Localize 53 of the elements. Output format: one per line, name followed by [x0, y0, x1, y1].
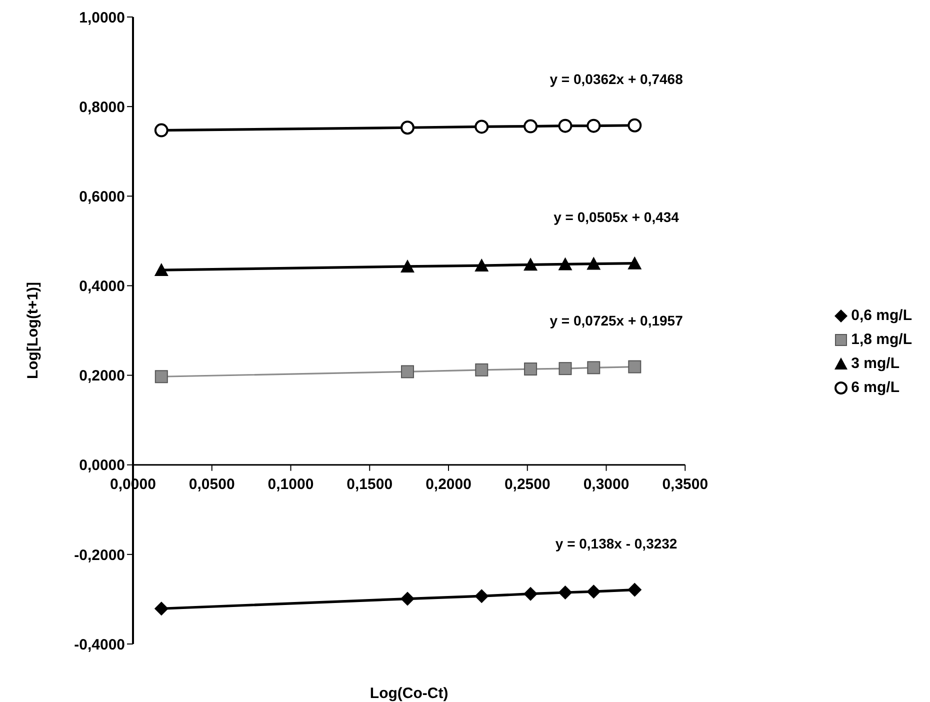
- y-tick-label: 0,4000: [79, 278, 125, 296]
- point: [475, 363, 488, 376]
- point: [154, 123, 168, 138]
- point: [587, 361, 600, 374]
- point: [524, 586, 538, 601]
- point: [628, 582, 642, 597]
- point: [474, 258, 489, 272]
- point: [154, 602, 168, 616]
- point: [154, 370, 168, 384]
- y-tick-label: -0,4000: [74, 636, 125, 654]
- point: [400, 120, 414, 135]
- y-tick-label: 0,8000: [79, 98, 125, 116]
- y-tick-label: 0,6000: [79, 188, 125, 206]
- y-tick-label: 0,0000: [79, 457, 125, 474]
- point: [524, 119, 538, 134]
- point: [474, 589, 489, 604]
- annotation: y = 0,0505x + 0,434: [554, 209, 680, 226]
- point: [524, 258, 538, 271]
- y-tick-label: -0,2000: [74, 546, 125, 564]
- x-tick-label: 0,3000: [583, 476, 630, 493]
- y-axis-title: Log[Log(t+1)]: [24, 282, 42, 380]
- point: [400, 259, 414, 272]
- point: [400, 365, 414, 378]
- annotation: y = 0,0362x + 0,7468: [550, 71, 684, 88]
- point: [628, 360, 642, 374]
- y-tick-label: 1,0000: [79, 9, 125, 26]
- annotation: y = 0,138x - 0,3232: [555, 536, 678, 552]
- legend-label: 6 mg/L: [851, 379, 900, 396]
- point: [400, 592, 414, 606]
- point: [154, 263, 168, 276]
- point: [558, 362, 572, 376]
- legend-label: 1,8 mg/L: [851, 331, 912, 348]
- point: [558, 118, 572, 133]
- x-tick-label: 0,3500: [662, 476, 708, 493]
- point: [474, 120, 489, 134]
- x-tick-label: 0,1500: [346, 476, 393, 493]
- point: [524, 362, 538, 376]
- point: [586, 118, 601, 133]
- x-axis-title: Log(Co-Ct): [370, 685, 448, 702]
- point: [586, 256, 601, 270]
- point: [628, 118, 642, 132]
- point: [586, 584, 601, 599]
- legend-label: 0,6 mg/L: [851, 307, 912, 324]
- x-tick-label: 0,0500: [188, 476, 235, 493]
- point: [558, 585, 572, 600]
- point: [628, 256, 642, 270]
- annotation: y = 0,0725x + 0,1957: [550, 312, 684, 328]
- x-tick-label: 0,2500: [504, 476, 550, 493]
- x-tick-label: 0,1000: [268, 476, 314, 493]
- y-tick-label: 0,2000: [79, 368, 125, 385]
- point: [558, 257, 572, 270]
- legend-label: 3 mg/L: [851, 355, 900, 372]
- x-tick-label: 0,2000: [426, 476, 472, 493]
